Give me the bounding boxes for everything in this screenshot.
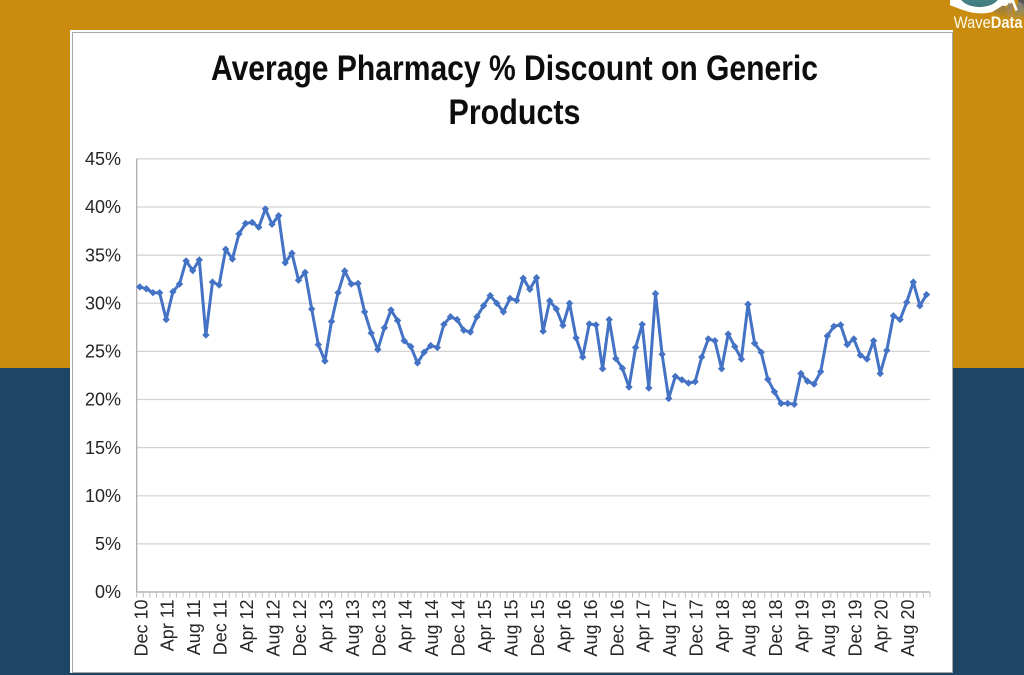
svg-text:Products: Products xyxy=(449,93,581,132)
svg-text:Dec 14: Dec 14 xyxy=(449,600,469,657)
svg-text:Apr 15: Apr 15 xyxy=(475,600,495,653)
svg-text:Dec 18: Dec 18 xyxy=(766,600,786,657)
svg-text:35%: 35% xyxy=(85,245,121,265)
svg-text:Apr 17: Apr 17 xyxy=(634,600,654,653)
svg-text:15%: 15% xyxy=(85,438,121,458)
svg-text:30%: 30% xyxy=(85,293,121,313)
svg-text:Aug 14: Aug 14 xyxy=(422,600,442,657)
svg-text:Apr 18: Apr 18 xyxy=(713,600,733,653)
svg-text:Dec 12: Dec 12 xyxy=(290,600,310,657)
svg-text:Dec 16: Dec 16 xyxy=(607,600,627,657)
svg-text:Dec 17: Dec 17 xyxy=(687,600,707,657)
svg-text:Aug 20: Aug 20 xyxy=(898,600,918,657)
svg-text:Aug 17: Aug 17 xyxy=(660,600,680,657)
svg-text:Aug 13: Aug 13 xyxy=(343,600,363,657)
svg-text:Dec 13: Dec 13 xyxy=(369,600,389,657)
svg-text:20%: 20% xyxy=(85,390,121,410)
svg-text:Aug 12: Aug 12 xyxy=(264,600,284,657)
svg-text:Apr 20: Apr 20 xyxy=(872,600,892,653)
svg-text:5%: 5% xyxy=(95,534,121,554)
svg-text:Aug 18: Aug 18 xyxy=(740,600,760,657)
svg-text:Apr 14: Apr 14 xyxy=(396,600,416,653)
svg-text:Dec 15: Dec 15 xyxy=(528,600,548,657)
svg-text:WaveData: WaveData xyxy=(954,13,1023,32)
svg-text:Aug 15: Aug 15 xyxy=(502,600,522,657)
svg-text:Apr 13: Apr 13 xyxy=(316,600,336,653)
svg-text:Apr 11: Apr 11 xyxy=(158,600,178,652)
svg-text:Apr 19: Apr 19 xyxy=(792,600,812,653)
svg-text:45%: 45% xyxy=(85,149,121,169)
svg-text:40%: 40% xyxy=(85,197,121,217)
svg-text:Aug 19: Aug 19 xyxy=(819,600,839,657)
svg-text:Dec 10: Dec 10 xyxy=(131,600,151,657)
svg-text:25%: 25% xyxy=(85,342,121,362)
svg-text:Average Pharmacy % Discount on: Average Pharmacy % Discount on Generic xyxy=(211,49,818,88)
svg-text:Dec 19: Dec 19 xyxy=(845,600,865,657)
svg-text:10%: 10% xyxy=(85,486,121,506)
svg-text:Apr 16: Apr 16 xyxy=(554,600,574,653)
svg-text:Apr 12: Apr 12 xyxy=(237,600,257,653)
svg-text:0%: 0% xyxy=(95,582,121,602)
svg-text:Aug 16: Aug 16 xyxy=(581,600,601,657)
svg-text:Dec 11: Dec 11 xyxy=(211,600,231,656)
svg-text:Aug 11: Aug 11 xyxy=(184,600,204,656)
